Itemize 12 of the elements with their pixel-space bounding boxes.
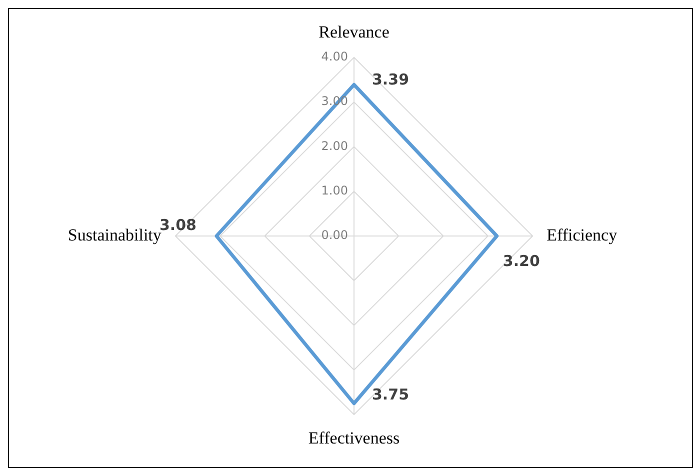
y-tick-label: 0.00 bbox=[321, 228, 348, 242]
y-tick-label: 4.00 bbox=[321, 50, 348, 64]
data-label: 3.20 bbox=[502, 252, 540, 270]
y-tick-label: 1.00 bbox=[321, 183, 348, 198]
spoke-label: Efficiency bbox=[546, 225, 618, 244]
spoke-label: Sustainability bbox=[68, 225, 162, 244]
y-tick-label: 2.00 bbox=[321, 138, 348, 153]
spoke-label: Effectiveness bbox=[308, 428, 400, 448]
data-label: 3.39 bbox=[372, 70, 410, 89]
spoke-label: Relevance bbox=[318, 22, 390, 42]
data-label: 3.08 bbox=[159, 216, 196, 234]
data-label: 3.75 bbox=[372, 385, 410, 404]
